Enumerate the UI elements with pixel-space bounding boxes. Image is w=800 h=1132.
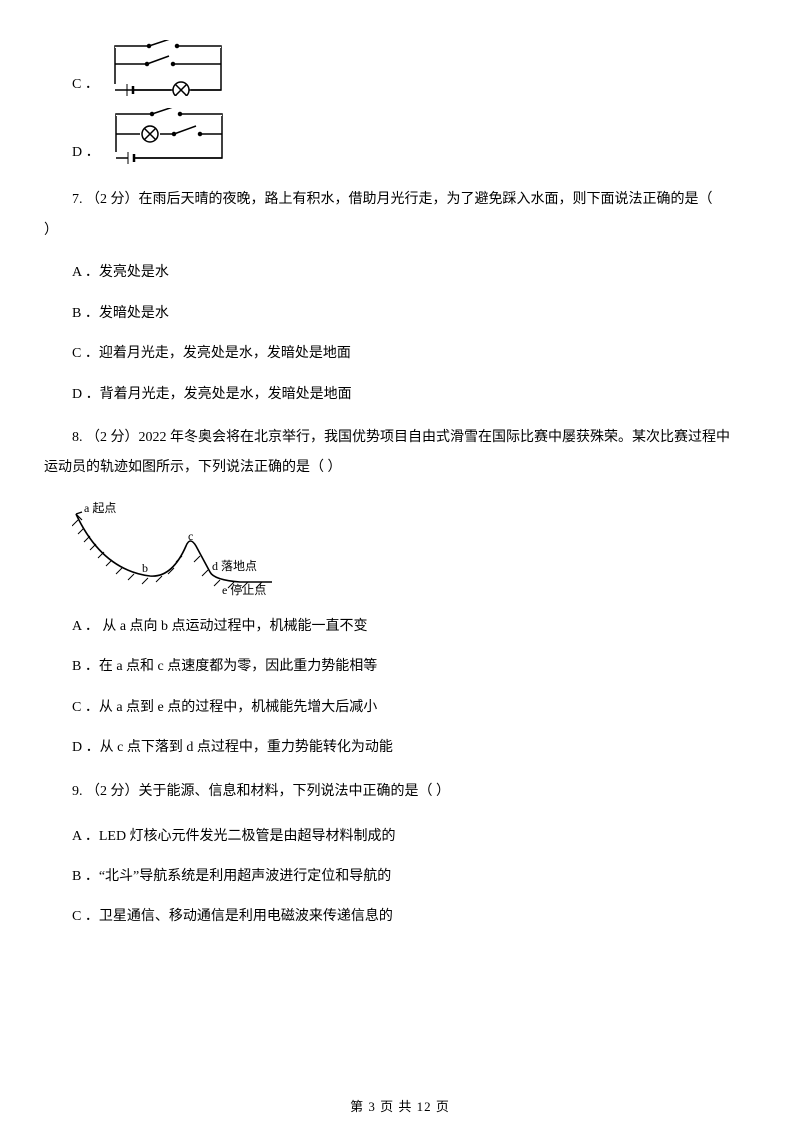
q8-label-e: e 停止点 — [222, 582, 266, 596]
q7-option-a: A ．发亮处是水 — [44, 262, 756, 284]
q8-trajectory-diagram: a 起点 b c d 落地点 e 停止点 — [72, 500, 756, 596]
q6-option-c: C ． — [44, 40, 756, 96]
page-footer: 第 3 页 共 12 页 — [0, 1097, 800, 1118]
q7-option-d: D ．背着月光走，发亮处是水，发暗处是地面 — [44, 384, 756, 406]
q7-stem-text: 在雨后天晴的夜晚，路上有积水，借助月光行走，为了避免踩入水面，则下面说法正确的是… — [139, 192, 713, 207]
q8-stem-text-2: 运动员的轨迹如图所示，下列说法正确的是（ ） — [44, 454, 756, 482]
q7-option-c: C ．迎着月光走，发亮处是水，发暗处是地面 — [44, 343, 756, 365]
q8-stem-text-1: 2022 年冬奥会将在北京举行，我国优势项目自由式滑雪在国际比赛中屡获殊荣。某次… — [139, 430, 731, 445]
q6-option-d-label: D ． — [72, 142, 100, 164]
q7-option-b: B ．发暗处是水 — [44, 303, 756, 325]
q7-paren-close: ） — [44, 220, 756, 242]
q7-number: 7. （2 分） — [72, 186, 139, 214]
q9-stem: 9. （2 分）关于能源、信息和材料，下列说法中正确的是（ ） — [44, 778, 756, 806]
q8-option-c: C ．从 a 点到 e 点的过程中，机械能先增大后减小 — [44, 697, 756, 719]
q9-option-c: C ．卫星通信、移动通信是利用电磁波来传递信息的 — [44, 906, 756, 928]
q8-option-d: D ．从 c 点下落到 d 点过程中，重力势能转化为动能 — [44, 737, 756, 759]
q9-option-b: B ．“北斗”导航系统是利用超声波进行定位和导航的 — [44, 866, 756, 888]
q8-label-c: c — [188, 529, 193, 543]
q9-stem-text: 关于能源、信息和材料，下列说法中正确的是（ ） — [139, 784, 451, 799]
q6-option-c-label: C ． — [72, 74, 99, 96]
q7-stem: 7. （2 分）在雨后天晴的夜晚，路上有积水，借助月光行走，为了避免踩入水面，则… — [44, 186, 756, 214]
page: C ． — [0, 0, 800, 1132]
q8-label-d: d 落地点 — [212, 559, 257, 573]
circuit-c-diagram — [109, 40, 227, 96]
q8-label-b: b — [142, 561, 148, 575]
q8-label-a: a 起点 — [84, 501, 116, 515]
q8-option-a: A ． 从 a 点向 b 点运动过程中，机械能一直不变 — [44, 616, 756, 638]
q8-stem: 8. （2 分）2022 年冬奥会将在北京举行，我国优势项目自由式滑雪在国际比赛… — [44, 424, 756, 452]
q9-option-a: A ．LED 灯核心元件发光二极管是由超导材料制成的 — [44, 826, 756, 848]
q9-number: 9. （2 分） — [72, 778, 139, 806]
circuit-d-diagram — [110, 108, 228, 164]
q8-option-b: B ．在 a 点和 c 点速度都为零，因此重力势能相等 — [44, 656, 756, 678]
q8-number: 8. （2 分） — [72, 424, 139, 452]
q6-option-d: D ． — [44, 108, 756, 164]
